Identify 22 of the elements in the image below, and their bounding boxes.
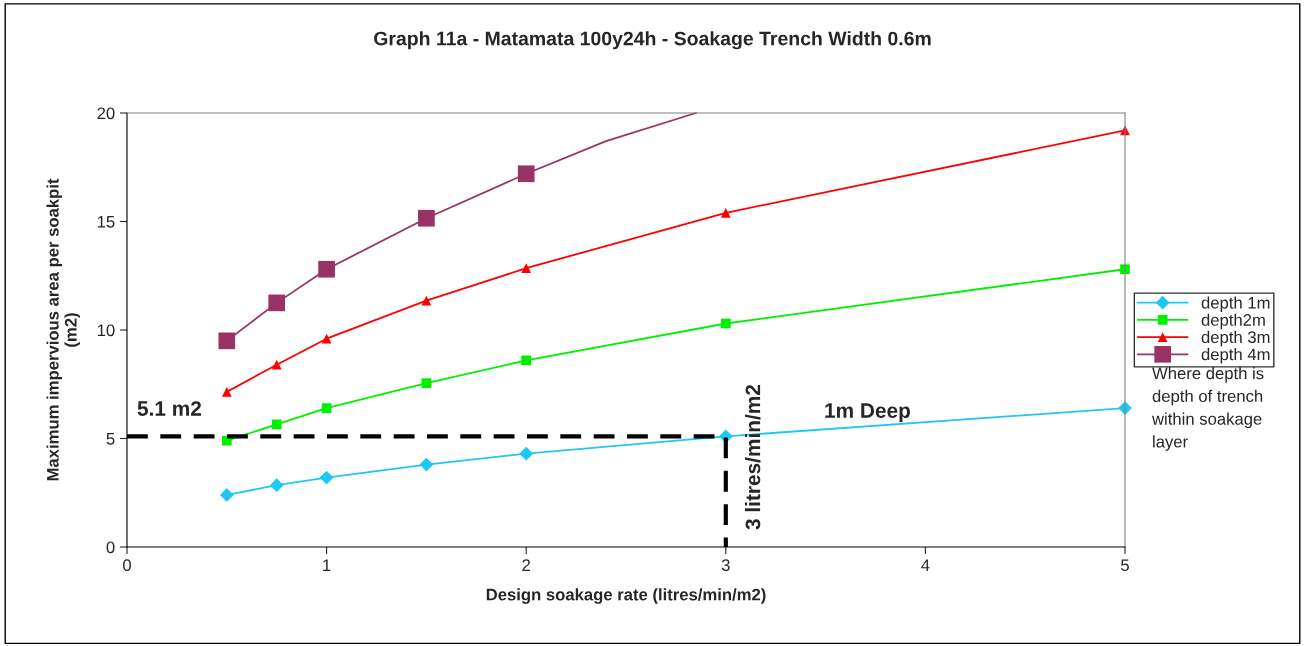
y-tick-label: 0 bbox=[106, 541, 115, 554]
legend-label: depth2m bbox=[1201, 313, 1265, 330]
y-tick-label: 15 bbox=[97, 216, 115, 228]
annotation: 1m Deep bbox=[825, 403, 910, 422]
x-tick-label: 0 bbox=[123, 559, 131, 572]
annotation: 3 litres/min/m2 bbox=[745, 384, 761, 530]
chart-title: Graph 11a - Matamata 100y24h - Soakage Trench Width 0.6m bbox=[374, 31, 931, 50]
x-tick-label: 2 bbox=[522, 559, 530, 571]
x-tick-label: 5 bbox=[1121, 559, 1129, 572]
text: Where depth is depth of trench within soakage layer bbox=[1151, 367, 1264, 451]
annotation: 5.1 m2 bbox=[137, 401, 202, 416]
x-tick-label: 4 bbox=[921, 559, 930, 571]
x-tick-label: 3 bbox=[721, 559, 730, 572]
x-tick-label: 1 bbox=[323, 559, 331, 571]
y-tick-label: 20 bbox=[97, 107, 115, 120]
x-axis-title: Design soakage rate (litres/min/m2) bbox=[486, 588, 766, 604]
y-tick-label: 10 bbox=[97, 324, 115, 337]
y-tick-label: 5 bbox=[106, 433, 115, 445]
legend-label: depth 1m bbox=[1201, 296, 1270, 312]
legend-label: depth 3m bbox=[1201, 330, 1270, 347]
y-axis-title: Maximum impervious area per soakpit (m2) bbox=[46, 178, 80, 481]
legend-label: depth 4m bbox=[1201, 348, 1270, 364]
